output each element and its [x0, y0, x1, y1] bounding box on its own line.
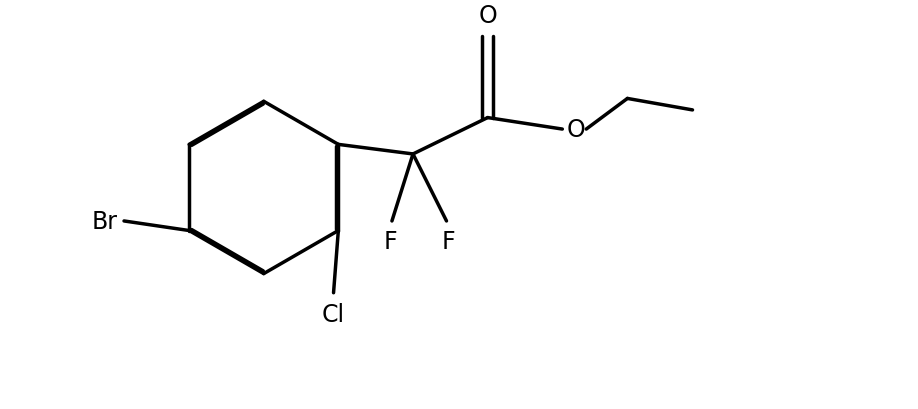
Text: O: O	[478, 4, 497, 27]
Text: F: F	[442, 229, 455, 253]
Text: Cl: Cl	[322, 303, 345, 326]
Text: Br: Br	[91, 209, 118, 234]
Text: O: O	[567, 118, 586, 142]
Text: F: F	[383, 229, 397, 253]
